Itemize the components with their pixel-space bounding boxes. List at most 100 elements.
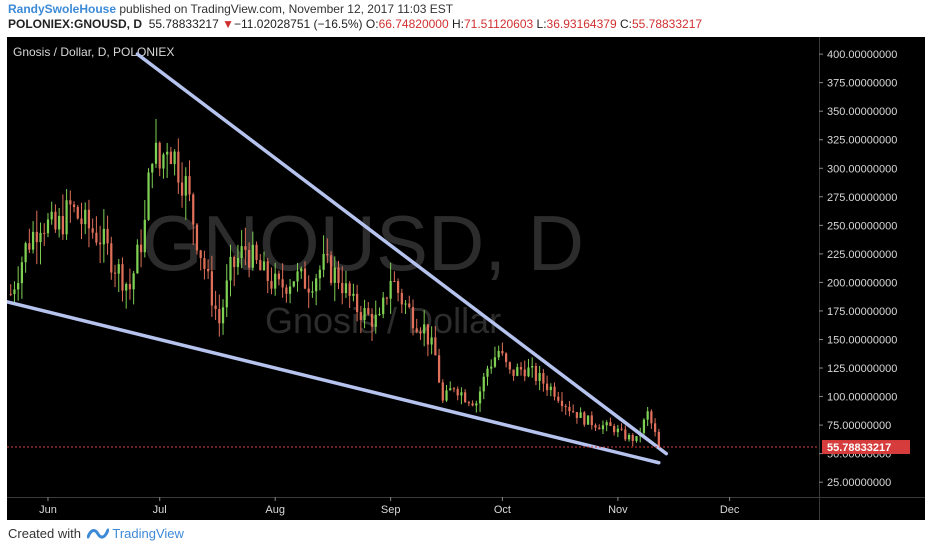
candle-body	[46, 219, 50, 234]
high-value: 71.51120603	[464, 17, 534, 31]
x-tick-label: Nov	[608, 504, 628, 516]
candle-body	[233, 256, 236, 268]
y-tick-label: 350.00000000	[827, 106, 897, 118]
candle-body	[13, 289, 16, 295]
down-arrow-icon: ▼	[222, 17, 234, 31]
y-tick-label: 375.00000000	[827, 78, 897, 90]
candle-body	[348, 283, 351, 296]
candle-body	[646, 411, 649, 420]
candle-body	[50, 211, 53, 220]
candle-body	[192, 194, 195, 225]
candle-body	[117, 264, 120, 274]
candle-body	[363, 308, 366, 320]
candle-body	[378, 314, 381, 316]
tradingview-brand[interactable]: TradingView	[112, 526, 184, 541]
candle-body	[262, 261, 266, 271]
close-value: 55.78833217	[631, 17, 703, 31]
candle-body	[247, 249, 251, 268]
candle-body	[557, 396, 560, 401]
open-label: O:	[365, 17, 379, 31]
candle-body	[370, 314, 374, 327]
candle-body	[31, 231, 35, 250]
candle-body	[627, 435, 631, 440]
candle-body	[609, 422, 612, 427]
candle-body	[180, 182, 184, 196]
candle-body	[449, 388, 452, 391]
candle-body	[136, 244, 139, 274]
candle-body	[315, 278, 318, 292]
candle-body	[486, 368, 489, 377]
y-tick-label: 225.00000000	[827, 249, 897, 261]
open-value: 66.74820000	[378, 17, 449, 31]
candle-body	[72, 204, 76, 208]
chart-background	[7, 37, 925, 520]
candle-body	[9, 293, 12, 295]
candle-body	[125, 284, 128, 291]
candle-body	[195, 224, 199, 251]
candle-body	[244, 246, 247, 250]
candle-body	[423, 324, 426, 334]
candle-body	[367, 308, 370, 315]
candle-body	[501, 350, 504, 354]
candle-body	[545, 383, 549, 391]
candle-body	[605, 422, 608, 426]
candle-body	[523, 369, 526, 377]
candle-body	[69, 200, 72, 205]
y-tick-label: 325.00000000	[827, 135, 897, 147]
candle-body	[475, 403, 478, 406]
candle-body	[218, 309, 221, 324]
candle-body	[642, 419, 646, 433]
y-tick-label: 250.00000000	[827, 220, 897, 232]
candle-body	[274, 273, 277, 289]
candle-body	[169, 151, 173, 165]
y-tick-label: 300.00000000	[827, 163, 897, 175]
candle-body	[519, 367, 523, 370]
change-value: −11.02028751 (−16.5%)	[234, 17, 363, 31]
y-tick-label: 200.00000000	[827, 277, 897, 289]
candle-body	[76, 207, 79, 219]
candle-body	[270, 280, 273, 289]
candle-body	[307, 288, 310, 293]
candle-body	[564, 406, 567, 408]
candle-body	[456, 388, 459, 396]
candle-body	[616, 428, 619, 433]
candle-body	[43, 232, 46, 234]
candle-body	[333, 267, 336, 283]
candle-body	[460, 392, 463, 396]
candle-body	[512, 369, 515, 376]
candle-body	[288, 286, 292, 294]
watermark-symbol: GNOUSD, D	[142, 199, 584, 287]
published-text: published on TradingView.com, November 1…	[119, 2, 454, 16]
candle-body	[344, 283, 348, 294]
candle-body	[20, 262, 24, 284]
candle-body	[408, 303, 411, 308]
candle-body	[91, 228, 94, 233]
candle-body	[139, 244, 143, 253]
candle-body	[17, 283, 20, 290]
tradingview-logo-icon	[86, 526, 110, 543]
candle-body	[84, 209, 87, 225]
candle-body	[28, 243, 31, 250]
candle-body	[430, 337, 433, 345]
candle-body	[337, 267, 340, 283]
candle-body	[143, 219, 146, 253]
chart-area[interactable]: GNOUSD, D Gnosis / Dollar Gnosis / Dollar,…	[5, 37, 925, 520]
candle-body	[61, 215, 64, 235]
candle-body	[467, 402, 470, 404]
candle-body	[292, 281, 295, 287]
candle-body	[35, 231, 38, 243]
x-tick-label: Oct	[494, 504, 511, 516]
candle-body	[110, 243, 113, 273]
candle-body	[572, 411, 575, 413]
x-tick-label: Jul	[153, 504, 167, 516]
candle-body	[445, 390, 448, 401]
candle-body	[240, 246, 243, 258]
candle-body	[251, 244, 254, 268]
candle-body	[184, 176, 187, 196]
author-link[interactable]: RandySwoleHouse	[8, 2, 117, 16]
candle-body	[154, 142, 158, 164]
candle-body	[586, 415, 590, 425]
publish-info: RandySwoleHouse published on TradingView…	[8, 2, 453, 16]
candle-body	[58, 215, 61, 230]
